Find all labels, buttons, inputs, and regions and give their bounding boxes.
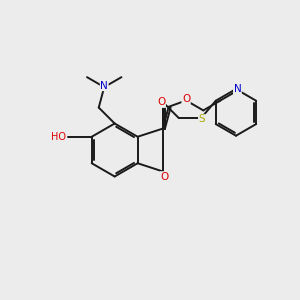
Text: N: N [233, 84, 241, 94]
Text: O: O [157, 98, 165, 107]
Text: HO: HO [51, 132, 66, 142]
Text: O: O [160, 172, 168, 182]
Text: S: S [199, 115, 205, 124]
Text: N: N [100, 81, 108, 91]
Text: O: O [182, 94, 190, 104]
